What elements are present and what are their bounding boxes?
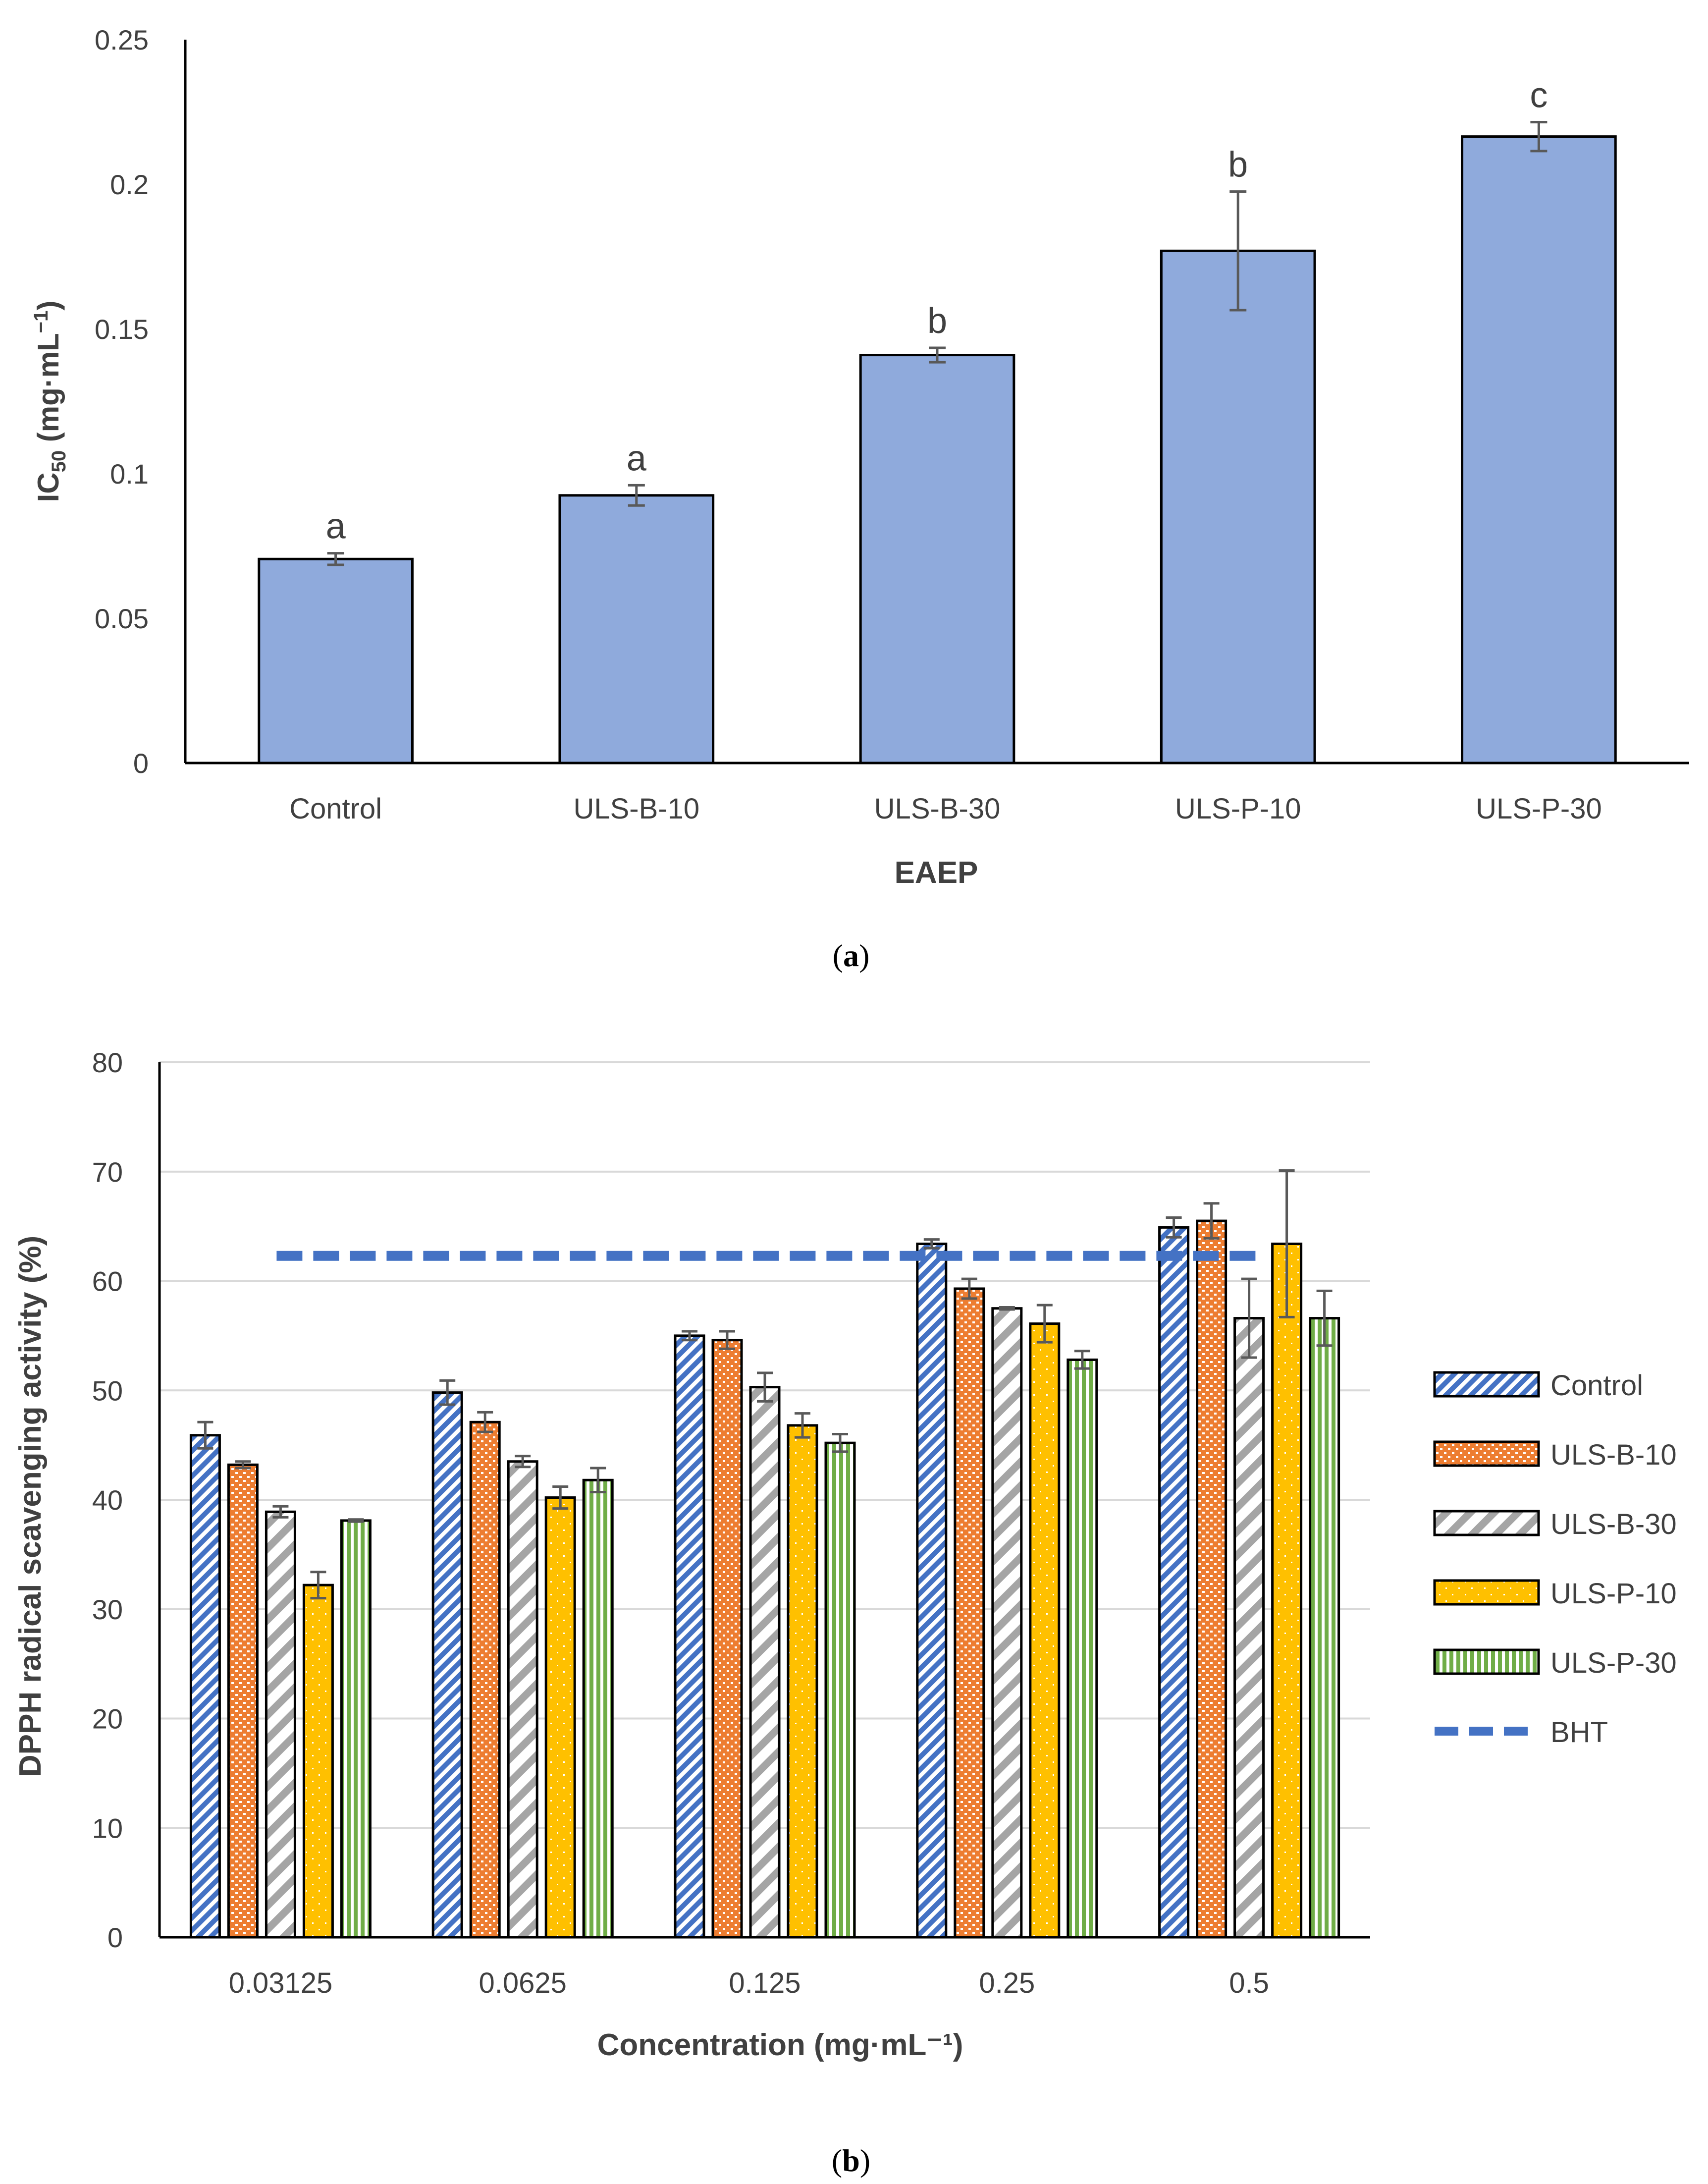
panel-b-bar-uls-b-30-0-0625: [507, 1460, 538, 1939]
legend-label-uls-b-10: ULS-B-10: [1550, 1439, 1677, 1471]
panel-a-y-tick-3: 0.15: [95, 314, 149, 345]
panel-b-caption: (b): [832, 2143, 870, 2178]
legend-swatch-uls-p-10: [1433, 1579, 1540, 1606]
panel-a-x-axis-title: EAEP: [895, 856, 978, 890]
legend-label-uls-p-30: ULS-P-30: [1550, 1647, 1677, 1679]
panel-b-y-tick-8: 80: [92, 1047, 123, 1078]
panel-b-dpph-chart: 0 10 20 30 40 50 60 70 80 0.03125 0.0625 0.125 0.25…: [13, 1047, 1677, 2178]
panel-a-significance-letters: a a b b c: [326, 75, 1548, 546]
panel-b-bar-uls-p-30-0-125: [824, 1441, 856, 1939]
panel-b-y-tick-1: 10: [92, 1812, 123, 1844]
panel-b-bar-uls-p-10-0-25: [1029, 1322, 1061, 1939]
panel-b-x-tick-0-125: 0.125: [729, 1967, 801, 1999]
panel-b-y-tick-0: 0: [107, 1922, 123, 1953]
panel-b-bar-uls-b-30-0-5: [1233, 1317, 1265, 1939]
panel-a-y-tick-0: 0: [133, 748, 149, 779]
panel-b-bar-uls-p-10-0-0625: [544, 1496, 576, 1939]
panel-b-bar-uls-p-30-0-0625: [582, 1478, 614, 1939]
legend-swatch-uls-b-30: [1433, 1510, 1540, 1536]
legend-swatch-uls-p-30: [1433, 1648, 1540, 1675]
panel-b-error-bars: [197, 1169, 1333, 1600]
panel-a-bar-uls-p-10: [1160, 249, 1316, 764]
panel-b-bar-control-0-25: [916, 1242, 948, 1939]
panel-a-bar-uls-p-30: [1461, 135, 1617, 764]
panel-b-bar-uls-b-10-0-0625: [469, 1420, 501, 1939]
panel-b-x-axis-title: Concentration (mg·mL⁻¹): [597, 2028, 963, 2062]
panel-b-bar-uls-b-30-0-03125: [265, 1510, 296, 1939]
legend-label-control: Control: [1550, 1369, 1643, 1402]
panel-b-bars: [189, 1219, 1340, 1939]
panel-a-ic50-chart: 0 0.05 0.1 0.15 0.2 0.25 a a b b c Control ULS-B-1…: [30, 24, 1689, 973]
panel-a-letter-uls-p-10: b: [1228, 145, 1248, 185]
panel-b-bar-uls-b-10-0-5: [1196, 1219, 1228, 1939]
panel-b-x-tick-labels: 0.03125 0.0625 0.125 0.25 0.5: [229, 1967, 1269, 1999]
panel-a-x-tick-control: Control: [289, 793, 382, 825]
panel-a-bar-uls-b-10: [558, 494, 715, 764]
panel-b-bar-uls-p-30-0-25: [1067, 1358, 1098, 1939]
panel-a-bars: [258, 135, 1617, 764]
panel-a-y-axis-title: IC50 (mg·mL−1): [30, 301, 70, 502]
panel-a-caption: (a): [833, 938, 870, 973]
panel-b-bar-uls-p-30-0-5: [1309, 1317, 1340, 1939]
legend-label-uls-p-10: ULS-P-10: [1550, 1578, 1677, 1610]
panel-a-y-tick-4: 0.2: [110, 169, 149, 200]
panel-a-y-tick-5: 0.25: [95, 24, 149, 55]
panel-b-y-tick-7: 70: [92, 1156, 123, 1188]
panel-a-x-tick-uls-p-10: ULS-P-10: [1175, 793, 1301, 825]
panel-b-y-tick-5: 50: [92, 1375, 123, 1406]
panel-b-bar-control-0-5: [1158, 1226, 1190, 1939]
panel-a-bar-uls-b-30: [859, 354, 1015, 764]
panel-b-y-tick-labels: 0 10 20 30 40 50 60 70 80: [92, 1047, 123, 1953]
panel-a-x-tick-labels: Control ULS-B-10 ULS-B-30 ULS-P-10 ULS-P-30: [289, 793, 1602, 825]
panel-a-x-tick-uls-b-10: ULS-B-10: [573, 793, 699, 825]
panel-b-bar-uls-p-10-0-5: [1271, 1242, 1303, 1939]
panel-a-letter-control: a: [326, 507, 346, 546]
panel-b-x-tick-0-5: 0.5: [1229, 1967, 1269, 1999]
panel-b-x-tick-0-0625: 0.0625: [479, 1967, 566, 1999]
panel-b-y-tick-4: 40: [92, 1484, 123, 1516]
panel-a-x-tick-uls-b-30: ULS-B-30: [874, 793, 1001, 825]
panel-b-bar-control-0-0625: [431, 1391, 463, 1939]
panel-a-error-bars: [327, 120, 1548, 566]
legend-label-bht: BHT: [1550, 1716, 1608, 1748]
panel-a-y-tick-labels: 0 0.05 0.1 0.15 0.2 0.25: [95, 24, 149, 779]
panel-b-legend: Control ULS-B-10 ULS-B-30 ULS-P-10 ULS-P-30 B…: [1433, 1369, 1677, 1748]
panel-a-y-tick-2: 0.1: [110, 458, 149, 490]
panel-a-y-tick-1: 0.05: [95, 603, 149, 634]
panel-b-bar-uls-p-10-0-03125: [302, 1583, 334, 1939]
panel-b-y-tick-6: 60: [92, 1266, 123, 1297]
panel-a-x-tick-uls-p-30: ULS-P-30: [1476, 793, 1602, 825]
panel-b-bar-uls-p-10-0-125: [787, 1424, 818, 1939]
panel-b-y-axis-title: DPPH radical scavenging activity (%): [13, 1236, 48, 1777]
panel-b-x-tick-0-25: 0.25: [979, 1967, 1035, 1999]
panel-a-letter-uls-b-10: a: [627, 438, 647, 478]
panel-a-bar-control: [258, 557, 414, 764]
panel-b-bar-uls-p-30-0-03125: [340, 1519, 372, 1939]
panel-a-letter-uls-p-30: c: [1530, 75, 1548, 115]
legend-label-uls-b-30: ULS-B-30: [1550, 1508, 1677, 1540]
panel-a-letter-uls-b-30: b: [927, 301, 947, 341]
panel-b-bar-uls-b-10-0-125: [711, 1339, 743, 1939]
panel-b-bar-control-0-03125: [189, 1434, 221, 1939]
panel-b-bar-uls-b-30-0-25: [991, 1307, 1023, 1939]
panel-b-x-tick-0-03125: 0.03125: [229, 1967, 333, 1999]
legend-swatch-uls-b-10: [1433, 1440, 1540, 1467]
panel-b-bar-control-0-125: [674, 1334, 705, 1939]
legend-swatch-control: [1433, 1371, 1540, 1398]
panel-b-y-tick-2: 20: [92, 1703, 123, 1735]
panel-b-y-tick-3: 30: [92, 1594, 123, 1625]
panel-b-bar-uls-b-10-0-03125: [227, 1463, 259, 1939]
panel-b-bar-uls-b-30-0-125: [749, 1386, 781, 1939]
panel-b-bar-uls-b-10-0-25: [954, 1287, 985, 1939]
